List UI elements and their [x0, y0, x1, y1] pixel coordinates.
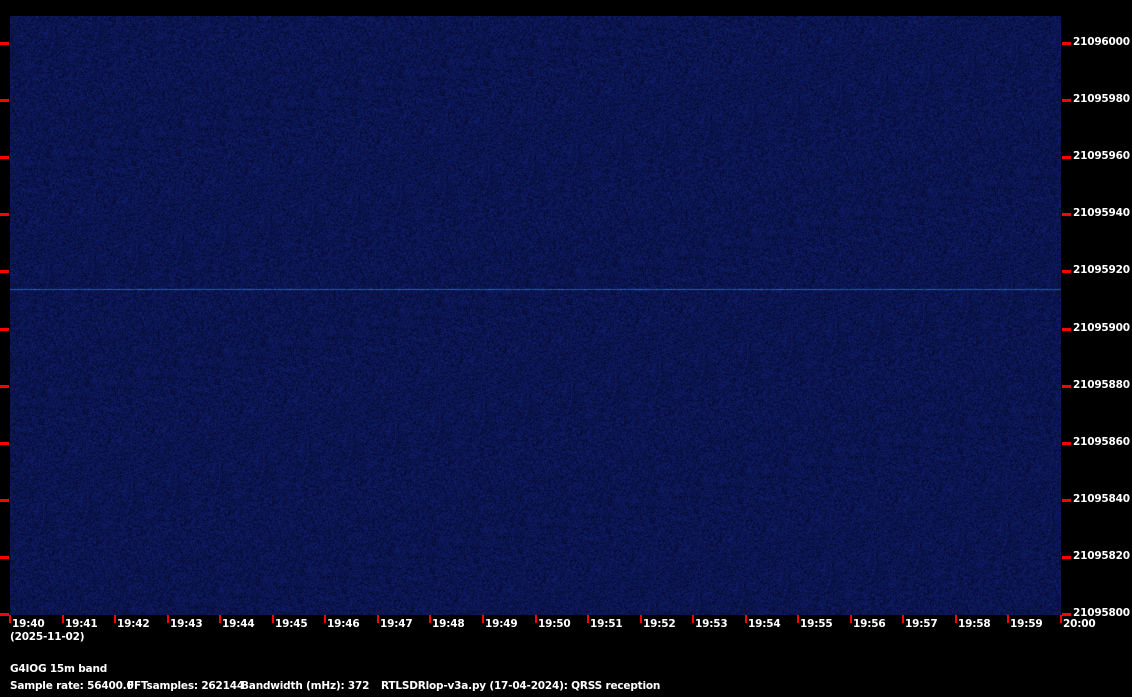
freq-tick-label: 21095920	[1073, 264, 1130, 276]
time-tick-label: 19:40	[12, 618, 45, 630]
time-tick	[850, 615, 852, 623]
right-freq-tick	[1062, 42, 1071, 45]
left-freq-tick	[0, 270, 9, 273]
freq-tick-label: 21095900	[1073, 322, 1130, 334]
time-tick	[535, 615, 537, 623]
time-tick	[377, 615, 379, 623]
right-freq-tick	[1062, 99, 1071, 102]
right-freq-tick	[1062, 270, 1071, 273]
time-tick-label: 19:56	[853, 618, 886, 630]
right-freq-tick	[1062, 156, 1071, 159]
time-tick-label: 19:52	[643, 618, 676, 630]
time-tick	[429, 615, 431, 623]
time-tick	[955, 615, 957, 623]
software-version: RTLSDRlop-v3a.py (17-04-2024): QRSS rece…	[381, 680, 661, 692]
time-tick	[324, 615, 326, 623]
time-tick-label: 19:44	[222, 618, 255, 630]
time-tick	[1060, 615, 1062, 623]
time-tick-label: 19:51	[590, 618, 623, 630]
freq-tick-label: 21095980	[1073, 93, 1130, 105]
time-tick	[482, 615, 484, 623]
time-tick	[587, 615, 589, 623]
time-tick-label: 19:46	[327, 618, 360, 630]
time-tick-label: 19:53	[695, 618, 728, 630]
time-tick	[1007, 615, 1009, 623]
time-tick-label: 19:59	[1010, 618, 1043, 630]
time-tick-label: 19:58	[958, 618, 991, 630]
freq-tick-label: 21095880	[1073, 379, 1130, 391]
fft-samples: FFTsamples: 262144	[127, 680, 244, 692]
left-freq-tick	[0, 442, 9, 445]
freq-tick-label: 21095860	[1073, 436, 1130, 448]
left-freq-tick	[0, 156, 9, 159]
freq-tick-label: 21095820	[1073, 550, 1130, 562]
left-freq-tick	[0, 499, 9, 502]
left-freq-tick	[0, 328, 9, 331]
freq-tick-label: 21095960	[1073, 150, 1130, 162]
freq-tick-label: 21096000	[1073, 36, 1130, 48]
right-freq-tick	[1062, 613, 1071, 616]
time-tick-label: 19:45	[275, 618, 308, 630]
time-tick	[692, 615, 694, 623]
time-tick	[640, 615, 642, 623]
right-freq-tick	[1062, 328, 1071, 331]
time-tick-label: 19:55	[800, 618, 833, 630]
right-freq-tick	[1062, 442, 1071, 445]
time-tick	[797, 615, 799, 623]
left-freq-tick	[0, 42, 9, 45]
time-tick	[902, 615, 904, 623]
chart-title: G4IOG 15m band	[10, 663, 108, 675]
left-freq-tick	[0, 385, 9, 388]
time-tick	[272, 615, 274, 623]
time-tick-label: 19:57	[905, 618, 938, 630]
time-tick	[219, 615, 221, 623]
time-tick	[62, 615, 64, 623]
right-freq-tick	[1062, 213, 1071, 216]
time-tick-label: 19:43	[170, 618, 203, 630]
bandwidth: Bandwidth (mHz): 372	[241, 680, 370, 692]
right-freq-tick	[1062, 385, 1071, 388]
freq-tick-label: 21095940	[1073, 207, 1130, 219]
date-label: (2025-11-02)	[10, 631, 85, 643]
left-freq-tick	[0, 613, 9, 616]
right-freq-tick	[1062, 556, 1071, 559]
time-tick	[167, 615, 169, 623]
time-tick	[745, 615, 747, 623]
time-tick-label: 19:50	[538, 618, 571, 630]
time-tick-label: 19:48	[432, 618, 465, 630]
time-tick-label: 20:00	[1063, 618, 1096, 630]
waterfall-canvas	[10, 16, 1061, 615]
time-tick	[114, 615, 116, 623]
time-tick-label: 19:54	[748, 618, 781, 630]
freq-tick-label: 21095840	[1073, 493, 1130, 505]
time-tick-label: 19:47	[380, 618, 413, 630]
left-freq-tick	[0, 99, 9, 102]
left-freq-tick	[0, 556, 9, 559]
freq-tick-label: 21095800	[1073, 607, 1130, 619]
waterfall-plot	[10, 16, 1061, 615]
right-freq-tick	[1062, 499, 1071, 502]
time-tick-label: 19:42	[117, 618, 150, 630]
time-tick-label: 19:41	[65, 618, 98, 630]
left-freq-tick	[0, 213, 9, 216]
time-tick	[9, 615, 11, 623]
sample-rate: Sample rate: 56400.0	[10, 680, 134, 692]
time-tick-label: 19:49	[485, 618, 518, 630]
